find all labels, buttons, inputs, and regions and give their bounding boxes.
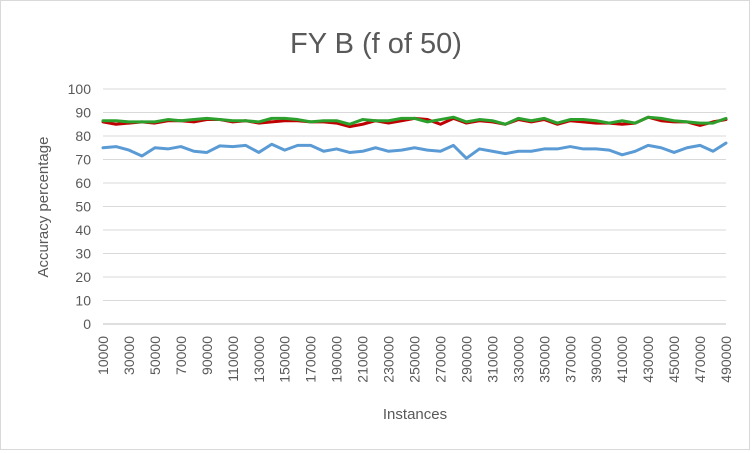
- y-tick-label: 60: [75, 175, 91, 191]
- x-tick-label: 90000: [199, 336, 215, 375]
- series-line-blue: [101, 141, 728, 160]
- x-tick-label: 370000: [562, 336, 578, 383]
- y-tick-label: 70: [75, 152, 91, 168]
- x-tick-label: 130000: [251, 336, 267, 383]
- gridlines: [103, 88, 726, 301]
- x-tick-label: 330000: [510, 336, 526, 383]
- y-tick-label: 40: [75, 222, 91, 238]
- y-tick-label: 50: [75, 199, 91, 215]
- x-axis-ticks: 10000 30000 50000 70000 90000 110000 130000 150…: [95, 336, 734, 383]
- x-tick-label: 290000: [458, 336, 474, 383]
- x-tick-label: 10000: [95, 336, 111, 375]
- x-tick-label: 190000: [329, 336, 345, 383]
- x-tick-label: 170000: [303, 336, 319, 383]
- x-tick-label: 430000: [640, 336, 656, 383]
- x-tick-label: 390000: [588, 336, 604, 383]
- x-axis-label: Instances: [383, 406, 447, 423]
- series-lines: [101, 115, 728, 160]
- y-tick-label: 90: [75, 105, 91, 121]
- y-tick-label: 100: [68, 81, 92, 97]
- x-tick-label: 270000: [432, 336, 448, 383]
- y-tick-label: 80: [75, 128, 91, 144]
- x-tick-label: 410000: [614, 336, 630, 383]
- x-tick-label: 30000: [121, 336, 137, 375]
- y-axis-label: Accuracy percentage: [35, 137, 52, 278]
- x-tick-label: 150000: [277, 336, 293, 383]
- y-tick-label: 10: [75, 293, 91, 309]
- y-tick-label: 0: [83, 316, 91, 332]
- x-tick-label: 490000: [718, 336, 734, 383]
- y-tick-label: 20: [75, 269, 91, 285]
- x-tick-label: 210000: [355, 336, 371, 383]
- y-axis-ticks: 0 10 20 30 40 50 60 70 80 90 100: [68, 81, 92, 332]
- y-tick-label: 30: [75, 246, 91, 262]
- x-tick-label: 50000: [147, 336, 163, 375]
- x-tick-label: 310000: [484, 336, 500, 383]
- x-tick-label: 110000: [225, 336, 241, 382]
- x-tick-label: 250000: [407, 336, 423, 383]
- x-tick-label: 450000: [666, 336, 682, 383]
- x-tick-label: 230000: [381, 336, 397, 383]
- chart-title: FY B (f of 50): [290, 28, 462, 60]
- x-tick-label: 70000: [173, 336, 189, 375]
- series-line-green: [101, 115, 728, 126]
- x-tick-label: 470000: [692, 336, 708, 383]
- x-tick-label: 350000: [536, 336, 552, 383]
